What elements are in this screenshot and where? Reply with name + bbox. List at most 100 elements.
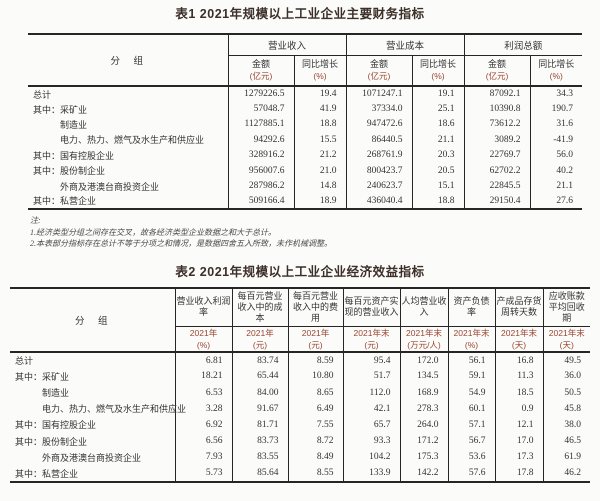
table1-subheader-growth-3: 同比增长 (%) (529, 55, 583, 86)
cell-value: 54.9 (447, 384, 495, 401)
cell-value: 3089.2 (463, 132, 531, 148)
cell-value: 278.3 (399, 400, 448, 417)
cell-value: 8.72 (287, 433, 343, 450)
cell-value: 21.1 (529, 178, 583, 194)
cell-value: 6.49 (287, 400, 343, 417)
table1: 分 组 营业收入 营业成本 利润总额 金额 (亿元) 同比增长 (%) 金额 (… (28, 33, 583, 211)
cell-value: 85.64 (231, 465, 288, 482)
row-label: 其中：私营企业 (15, 468, 79, 479)
subheader-label: 同比增长 (420, 59, 457, 70)
table-row: 其中：私营企业 509166.4 18.9 436040.4 18.8 29150.4 27… (28, 193, 583, 210)
subheader-unit: (%) (313, 71, 327, 82)
cell-value: 20.3 (411, 147, 465, 163)
cell-value: 19.1 (411, 86, 465, 102)
cell-value: 46.5 (542, 433, 590, 450)
subheader-unit: (万元/人) (407, 339, 441, 350)
cell-value: 95.4 (342, 352, 400, 369)
table-row: 电力、热力、燃气及水生产和供应业 3.28 91.67 6.49 42.1 278.3 60… (10, 400, 590, 417)
table1-subheader-amount-2: 金额 (亿元) (345, 55, 413, 86)
subheader-label: 金额 (488, 59, 507, 70)
cell-value: 56.0 (529, 147, 583, 163)
cell-value: 17.0 (494, 433, 543, 450)
table1-subheader-amount-3: 金额 (亿元) (463, 55, 531, 86)
cell-value: 10390.8 (463, 101, 531, 117)
cell-value: 86440.5 (345, 132, 413, 148)
cell-value: 18.9 (293, 193, 347, 210)
note-item-2: 2.本表部分指标存在总计不等于分项之和情况，是数据四舍五入所致，未作机械调整。 (30, 239, 332, 249)
table2-col-cost-per-100: 每百元营业收入中的成本 (231, 287, 288, 327)
cell-value: 57048.7 (227, 101, 294, 117)
cell-value: 436040.4 (345, 193, 413, 210)
note-item-1: 1.经济类型分组之间存在交叉，故各经济类型企业数据之和大于总计。 (30, 227, 276, 237)
cell-value: 87092.1 (463, 86, 531, 102)
subheader-period: 2021年末 (453, 327, 490, 338)
cell-value: 50.5 (542, 384, 590, 401)
row-label: 总计 (33, 89, 52, 100)
table2-subheader-5: 2021年末 (万元/人) (399, 326, 448, 353)
table1-notes: 注: 1.经济类型分组之间存在交叉，故各经济类型企业数据之和大于总计。 2.本表… (30, 215, 600, 250)
cell-value: 27.6 (529, 193, 583, 210)
cell-value: 800423.7 (345, 162, 413, 179)
cell-value: 18.5 (494, 384, 543, 401)
cell-value: 45.8 (542, 400, 590, 417)
cell-value: 59.1 (447, 368, 495, 385)
cell-value: 287986.2 (227, 178, 294, 194)
table2-col-expense-per-100: 每百元营业收入中的费用 (287, 287, 343, 327)
cell-value: 947472.6 (345, 116, 413, 133)
cell-value: 1127885.1 (227, 116, 294, 133)
table2-subheader-8: 2021年末 (天) (542, 326, 590, 353)
table2-col-receivables-collection-period: 应收账款平均回收期 (542, 287, 590, 327)
subheader-unit: (天) (559, 339, 574, 350)
cell-value: 142.2 (399, 465, 448, 482)
cell-value: 18.6 (411, 116, 465, 133)
table2-col-inventory-turnover-days: 产成品存货周转天数 (494, 287, 543, 327)
subheader-unit: (元) (364, 339, 379, 350)
table1-colgroup-operating-revenue: 营业收入 (227, 34, 347, 56)
cell-value: 5.73 (174, 465, 232, 482)
table1-subheader-row: 金额 (亿元) 同比增长 (%) 金额 (亿元) 同比增长 (%) 金额 ( (28, 55, 583, 86)
row-label: 制造业 (42, 388, 70, 399)
cell-value: 91.67 (231, 400, 288, 417)
table-row: 其中：采矿业 57048.7 41.9 37334.0 25.1 10390.8 190.7 (28, 101, 583, 117)
cell-value: 65.44 (231, 368, 288, 385)
table2-subheader-3: 2021年 (元) (287, 326, 343, 353)
cell-value: 6.92 (174, 416, 232, 434)
subheader-unit: (%) (549, 71, 563, 82)
cell-value: 11.3 (494, 368, 543, 385)
cell-value: 84.00 (231, 384, 288, 401)
cell-value: 46.2 (542, 465, 590, 482)
table1-group-header-row: 分 组 营业收入 营业成本 利润总额 (28, 34, 583, 67)
cell-value: 0.9 (494, 400, 543, 417)
cell-value: 112.0 (342, 384, 400, 401)
cell-value: 93.3 (342, 433, 400, 450)
cell-value: 7.93 (174, 449, 232, 466)
cell-value: 51.7 (342, 368, 400, 385)
cell-value: 73612.2 (463, 116, 531, 133)
cell-value: 240623.7 (345, 178, 413, 194)
table-row: 外商及港澳台商投资企业 7.93 83.55 8.49 104.2 175.3 53.6 17… (10, 449, 590, 466)
cell-value: 53.6 (447, 449, 495, 466)
row-label: 其中：采矿业 (33, 104, 88, 115)
cell-value: 81.71 (231, 416, 288, 434)
row-label: 外商及港澳台商投资企业 (42, 452, 142, 463)
subheader-period: 2021年末 (548, 327, 585, 338)
cell-value: 61.9 (542, 449, 590, 466)
cell-value: 6.56 (174, 433, 232, 450)
cell-value: 8.49 (287, 449, 343, 466)
cell-value: 21.0 (293, 162, 347, 179)
cell-value: 40.2 (529, 162, 583, 179)
cell-value: 60.1 (447, 400, 495, 417)
cell-value: 6.53 (174, 384, 232, 401)
subheader-period: 2021年末 (406, 327, 442, 338)
table-row: 外商及港澳台商投资企业 287986.2 14.8 240623.7 15.1 22845… (28, 178, 583, 194)
row-label: 其中：私营企业 (33, 196, 97, 207)
subheader-label: 同比增长 (538, 59, 575, 70)
row-label: 其中：采矿业 (15, 371, 70, 382)
table-row: 其中：国有控股企业 6.92 81.71 7.55 65.7 264.0 57.1 12.1 3… (10, 416, 590, 434)
cell-value: 104.2 (342, 449, 400, 466)
table2-subheader-6: 2021年末 (%) (447, 326, 495, 353)
subheader-unit: (%) (196, 339, 211, 350)
cell-value: 94292.6 (227, 132, 294, 148)
cell-value: 22769.7 (463, 147, 531, 163)
table1-subheader-growth-1: 同比增长 (%) (293, 55, 347, 86)
